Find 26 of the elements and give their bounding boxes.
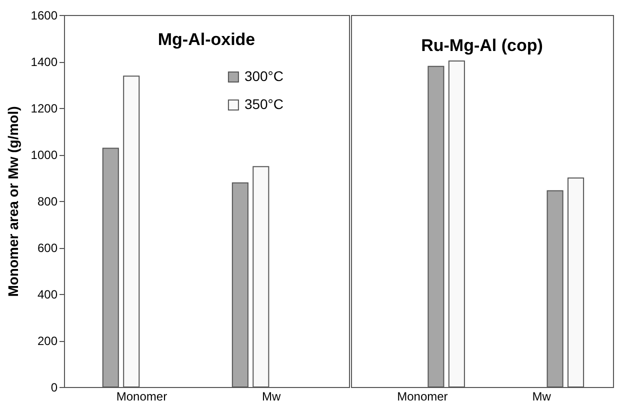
bar xyxy=(252,166,270,388)
y-tick-label: 1400 xyxy=(30,55,58,69)
bar xyxy=(448,60,465,388)
legend-label: 350°C xyxy=(244,96,284,112)
y-tick-label: 0 xyxy=(50,380,58,394)
x-tick-label: Monomer xyxy=(397,390,448,404)
legend-label: 300°C xyxy=(244,68,284,84)
y-tick-label: 1600 xyxy=(30,8,58,22)
bar xyxy=(102,148,119,388)
y-tick-label: 800 xyxy=(37,194,58,208)
bar xyxy=(123,76,140,388)
y-tick-label: 1000 xyxy=(30,148,58,162)
y-axis-title: Monomer area or Mw (g/mol) xyxy=(4,106,21,297)
x-tick-label: Mw xyxy=(262,390,281,404)
bar xyxy=(546,190,564,388)
bar xyxy=(232,182,248,388)
x-tick-label: Monomer xyxy=(116,390,168,404)
bar xyxy=(568,177,584,388)
y-tick-label: 1200 xyxy=(30,102,58,116)
text: Mg-Al-oxide xyxy=(158,30,256,49)
text: Ru-Mg-Al (cop) xyxy=(421,36,543,55)
y-tick-label: 200 xyxy=(37,334,58,348)
x-tick-label: Mw xyxy=(532,390,552,404)
y-tick-label: 600 xyxy=(37,241,58,255)
y-tick-label: 400 xyxy=(37,288,58,302)
bar xyxy=(428,66,444,388)
